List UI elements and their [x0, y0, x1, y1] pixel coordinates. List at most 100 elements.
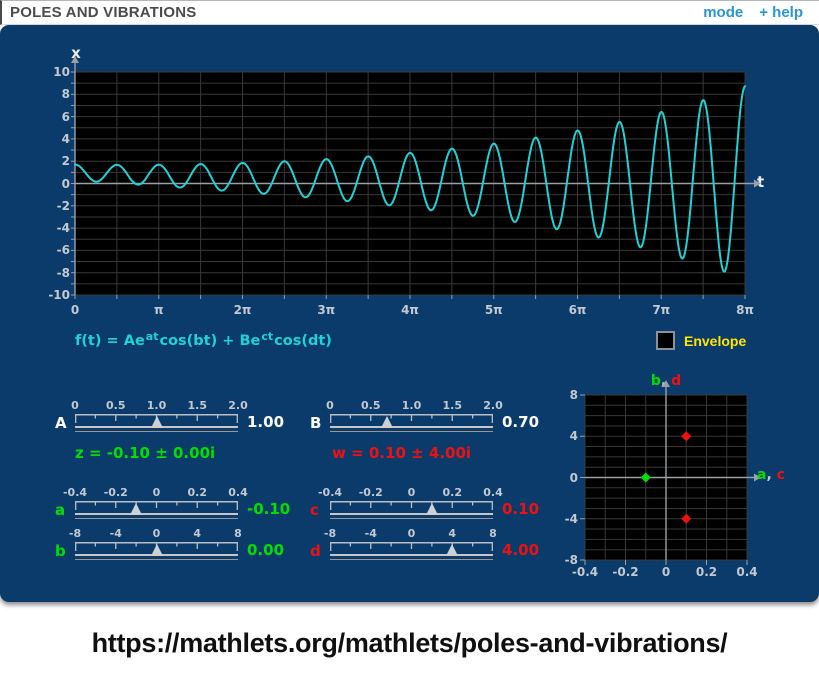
- pole-point[interactable]: [681, 431, 692, 442]
- pole-point[interactable]: [640, 472, 651, 483]
- formula-superscript: at: [145, 330, 159, 343]
- mode-link[interactable]: mode: [703, 4, 744, 21]
- scale-tick-label: 0: [407, 486, 416, 499]
- slider-B-scale: 0 0.5 1.0 1.5 2.0: [326, 399, 503, 412]
- slider-d-thumb[interactable]: [446, 544, 459, 556]
- slider-ruler: [330, 501, 493, 510]
- scale-tick-label: 0: [326, 399, 334, 412]
- envelope-checkbox[interactable]: [656, 331, 675, 350]
- scale-tick-label: 0.2: [187, 486, 208, 499]
- y-axis-tick-label: 4: [61, 131, 70, 146]
- slider-a-label: a: [55, 501, 66, 519]
- pole-x-tick-label: -0.4: [571, 565, 599, 579]
- y-axis-label: x: [71, 44, 81, 62]
- scale-tick-label: 0: [152, 527, 161, 540]
- slider-A-thumb[interactable]: [150, 416, 163, 428]
- pole-title-d: d: [671, 373, 682, 389]
- slider-c-scale: -0.4 -0.2 0 0.2 0.4: [318, 486, 503, 499]
- slider-a-scale: -0.4 -0.2 0 0.2 0.4: [63, 486, 248, 499]
- slider-B-label: B: [310, 414, 322, 432]
- x-axis-tick-label: 5π: [484, 303, 503, 317]
- slider-c-thumb[interactable]: [425, 503, 438, 515]
- scale-tick-label: 4: [448, 527, 457, 540]
- slider-d-track[interactable]: [330, 544, 493, 560]
- pole-plot-title: b, d: [585, 373, 747, 389]
- slider-b-body: -8 -4 0 4 8: [69, 527, 242, 560]
- pole-x-tick-label: 0.4: [736, 565, 758, 579]
- pole-x-axis-label: a, c: [757, 467, 785, 483]
- scale-tick-label: 0: [407, 527, 416, 540]
- slider-c-value: 0.10: [502, 500, 540, 518]
- x-axis-tick-label: 7π: [652, 303, 671, 317]
- slider-b: b -8 -4 0 4 8 0.00: [55, 527, 345, 563]
- slider-A-value: 1.00: [247, 413, 285, 431]
- envelope-control: Envelope: [656, 331, 746, 350]
- slider-A-label: A: [55, 414, 67, 432]
- formula-superscript: ct: [261, 330, 274, 343]
- label-separator: ,: [661, 373, 671, 389]
- slider-b-thumb[interactable]: [150, 544, 163, 556]
- scale-tick-label: -0.2: [103, 486, 128, 499]
- y-axis-tick-label: -2: [56, 198, 70, 213]
- scale-tick-label: 0.5: [361, 399, 381, 412]
- slider-b-track[interactable]: [75, 544, 238, 560]
- x-axis-tick-label: 6π: [568, 303, 587, 317]
- slider-b-value: 0.00: [247, 541, 285, 559]
- pole-axis-a: a: [757, 467, 767, 483]
- x-axis-tick-label: π: [154, 303, 164, 317]
- scale-tick-label: 4: [193, 527, 202, 540]
- scale-tick-label: 8: [489, 527, 497, 540]
- slider-a: a -0.4 -0.2 0 0.2 0.4 -0.10: [55, 486, 345, 522]
- slider-a-track[interactable]: [75, 503, 238, 519]
- scale-tick-label: 1.5: [187, 399, 208, 412]
- y-axis-tick-label: -8: [56, 265, 70, 280]
- slider-B-body: 0 0.5 1.0 1.5 2.0: [326, 399, 503, 432]
- formula-part: cos(dt): [274, 333, 332, 349]
- scale-tick-label: -4: [364, 527, 377, 540]
- slider-B-track[interactable]: [330, 416, 493, 432]
- y-axis-tick-label: 10: [53, 65, 70, 79]
- slider-a-thumb[interactable]: [130, 503, 143, 515]
- scale-tick-label: -0.4: [317, 486, 343, 499]
- label-separator: ,: [766, 467, 777, 483]
- x-axis-tick-label: 0: [70, 303, 80, 317]
- slider-a-value: -0.10: [247, 500, 291, 518]
- pole-point[interactable]: [681, 513, 692, 524]
- scale-tick-label: 0.5: [106, 399, 126, 412]
- scale-tick-label: 0: [71, 399, 79, 412]
- slider-B-thumb[interactable]: [381, 416, 394, 428]
- y-axis-tick-label: -10: [48, 288, 70, 302]
- scale-tick-label: -0.4: [62, 486, 88, 499]
- slider-B-value: 0.70: [502, 413, 540, 431]
- slider-a-body: -0.4 -0.2 0 0.2 0.4: [63, 486, 248, 519]
- slider-ruler: [75, 414, 238, 423]
- scale-tick-label: 0.4: [228, 486, 248, 499]
- scale-tick-label: 0.4: [483, 486, 503, 499]
- formula-part: f(t) = Ae: [75, 333, 145, 349]
- scale-tick-label: 0: [152, 486, 161, 499]
- slider-d-body: -8 -4 0 4 8: [324, 527, 497, 560]
- pole-y-tick-label: 0: [569, 470, 578, 485]
- pole-x-tick-label: -0.2: [612, 565, 639, 579]
- envelope-label: Envelope: [684, 332, 747, 349]
- slider-d-label: d: [310, 542, 321, 560]
- help-link[interactable]: + help: [759, 4, 803, 21]
- scale-tick-label: 2.0: [228, 399, 248, 412]
- page-title: POLES AND VIBRATIONS: [10, 4, 197, 21]
- pole-x-tick-label: 0: [661, 565, 671, 579]
- pole-y-tick-label: 4: [569, 429, 578, 444]
- slider-A-scale: 0 0.5 1.0 1.5 2.0: [71, 399, 248, 412]
- slider-B: B 0 0.5 1.0 1.5 2.0 0.70: [310, 399, 600, 435]
- scale-tick-label: 0.2: [442, 486, 463, 499]
- footer-url: https://mathlets.org/mathlets/poles-and-…: [91, 628, 728, 658]
- slider-A-body: 0 0.5 1.0 1.5 2.0: [71, 399, 248, 432]
- main-graph: [71, 56, 761, 299]
- scale-tick-label: -0.2: [358, 486, 383, 499]
- slider-c-track[interactable]: [330, 503, 493, 519]
- slider-c-body: -0.4 -0.2 0 0.2 0.4: [318, 486, 503, 519]
- y-axis-tick-label: 8: [61, 87, 70, 102]
- scale-tick-label: -8: [68, 527, 82, 540]
- slider-ruler: [330, 414, 493, 423]
- slider-A-track[interactable]: [75, 416, 238, 432]
- scale-tick-label: 1.0: [401, 399, 422, 412]
